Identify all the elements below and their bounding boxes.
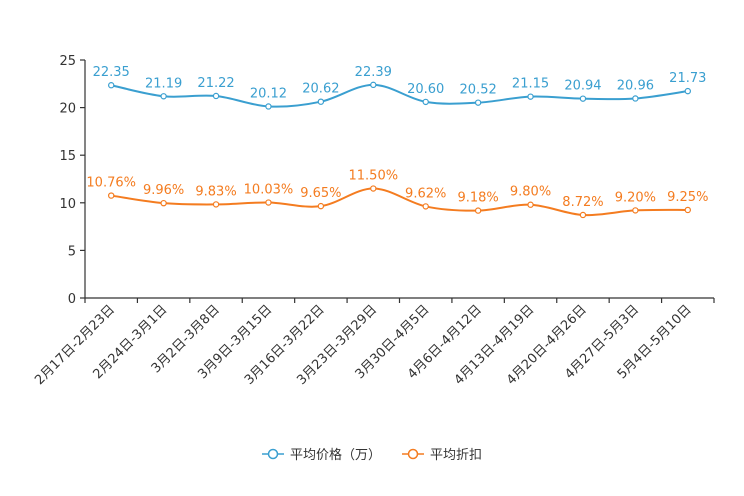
data-point: [108, 192, 115, 199]
data-label: 8.72%: [562, 195, 603, 210]
data-label: 22.35: [93, 65, 130, 80]
data-label: 9.65%: [300, 186, 341, 201]
y-tick-label: 5: [68, 244, 76, 259]
data-label: 21.19: [145, 76, 182, 91]
y-tick-label: 25: [59, 54, 76, 69]
series-2: 10.76% 9.96% 9.83% 10.03% 9.65% 11.50% 9.62% 9.…: [86, 169, 708, 219]
data-label: 10.76%: [86, 176, 136, 191]
data-point: [684, 87, 691, 95]
legend-item-2: 平均折扣: [402, 448, 482, 463]
data-point: [684, 206, 691, 214]
y-tick-label: 20: [59, 102, 76, 117]
data-point: [370, 185, 377, 192]
data-label: 20.94: [564, 79, 601, 94]
data-label: 9.62%: [405, 186, 446, 201]
data-label: 20.52: [460, 83, 497, 98]
data-point: [108, 82, 115, 89]
y-tick-label: 0: [68, 292, 76, 307]
data-label: 21.73: [669, 71, 706, 86]
data-label: 20.96: [617, 78, 654, 93]
data-point: [474, 99, 482, 106]
data-point: [632, 95, 639, 102]
data-label: 9.18%: [457, 191, 498, 206]
data-label: 9.20%: [615, 190, 656, 205]
legend: 平均价格（万） 平均折扣: [262, 447, 482, 463]
data-label: 21.15: [512, 77, 549, 92]
data-point: [579, 95, 587, 102]
data-label: 20.60: [407, 82, 444, 97]
series-layer: 22.35 21.19 21.22 20.12 20.62 22.39 20.60 20.52…: [86, 65, 708, 219]
data-point: [317, 202, 325, 210]
data-point: [317, 98, 325, 105]
data-point: [632, 207, 639, 214]
series-1: 22.35 21.19 21.22 20.12 20.62 22.39 20.60 20.52…: [93, 65, 706, 110]
data-point: [160, 199, 167, 207]
axes: 05101520252月17日-2月23日2月24日-3月1日3月2日-3月8日…: [32, 54, 715, 388]
legend-item-1: 平均价格（万）: [262, 447, 381, 463]
data-label: 22.39: [355, 65, 392, 80]
data-point: [265, 199, 272, 206]
data-label: 20.62: [302, 82, 339, 97]
data-point: [265, 103, 272, 110]
data-label: 9.80%: [510, 185, 551, 200]
legend-marker: [407, 448, 419, 460]
data-point: [527, 201, 534, 208]
data-label: 9.96%: [143, 183, 184, 198]
data-point: [212, 201, 220, 208]
data-label: 11.50%: [349, 169, 399, 184]
data-label: 9.25%: [667, 190, 708, 205]
data-point: [422, 203, 429, 210]
data-label: 9.83%: [195, 184, 236, 199]
data-point: [422, 98, 429, 106]
series-line: [111, 83, 688, 108]
series-line: [111, 187, 688, 217]
data-point: [527, 93, 534, 100]
legend-label: 平均折扣: [430, 448, 482, 463]
legend-marker: [267, 448, 279, 460]
legend-label: 平均价格（万）: [290, 447, 381, 463]
data-point: [370, 81, 377, 89]
data-point: [579, 211, 587, 219]
y-tick-label: 15: [59, 149, 76, 164]
y-tick-label: 10: [59, 197, 76, 212]
data-label: 10.03%: [244, 183, 294, 198]
data-label: 21.22: [197, 76, 234, 91]
data-point: [474, 207, 482, 214]
data-point: [160, 93, 167, 100]
data-point: [212, 92, 220, 100]
data-label: 20.12: [250, 86, 287, 101]
